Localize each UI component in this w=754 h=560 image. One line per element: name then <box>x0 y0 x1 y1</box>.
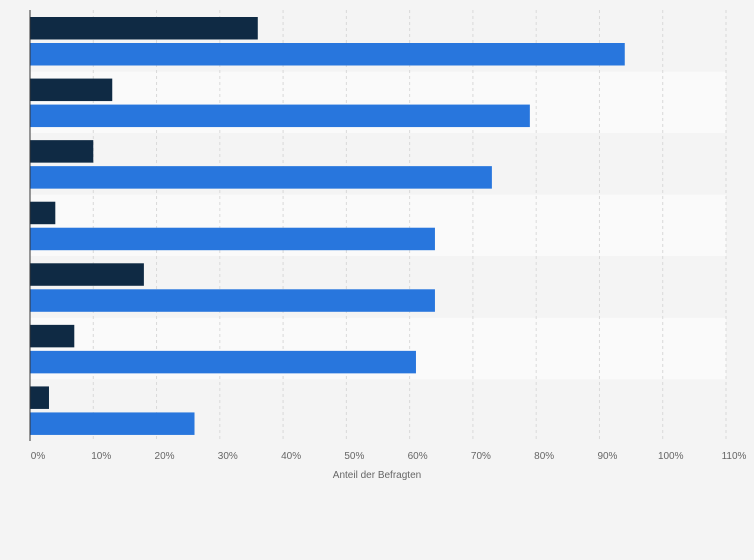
bar-series-2 <box>30 412 195 435</box>
bar-series-2 <box>30 227 435 251</box>
bar-series-1 <box>30 386 49 409</box>
bar-series-1 <box>30 324 75 348</box>
x-tick-label: 70% <box>471 451 491 462</box>
row-bands <box>30 10 726 441</box>
x-tick-label: 110% <box>722 451 747 462</box>
x-tick-label: 40% <box>281 451 301 462</box>
bar-series-2 <box>30 166 492 189</box>
bar-series-1 <box>30 17 258 40</box>
bar-series-2 <box>30 43 625 66</box>
x-tick-label: 20% <box>155 451 175 462</box>
x-tick-label: 80% <box>534 451 554 462</box>
x-tick-label: 90% <box>597 451 617 462</box>
bar-series-2 <box>30 104 530 128</box>
bar-series-2 <box>30 289 435 312</box>
x-tick-label: 60% <box>408 451 428 462</box>
x-axis-title: Anteil der Befragten <box>333 470 421 481</box>
x-tick-label: 100% <box>658 451 684 462</box>
x-tick-label: 0% <box>31 451 46 462</box>
bar-series-1 <box>30 78 113 102</box>
bar-series-1 <box>30 263 144 286</box>
x-tick-label: 50% <box>344 451 364 462</box>
bar-series-1 <box>30 140 94 163</box>
bar-series-2 <box>30 350 416 374</box>
x-tick-label: 30% <box>218 451 238 462</box>
x-axis-ticks: 0% 10% 20% 30% 40% 50% 60% 70% 80% 90% 100% 110% <box>31 451 747 462</box>
x-tick-label: 10% <box>91 451 111 462</box>
bars <box>30 17 625 435</box>
bar-series-1 <box>30 201 56 225</box>
